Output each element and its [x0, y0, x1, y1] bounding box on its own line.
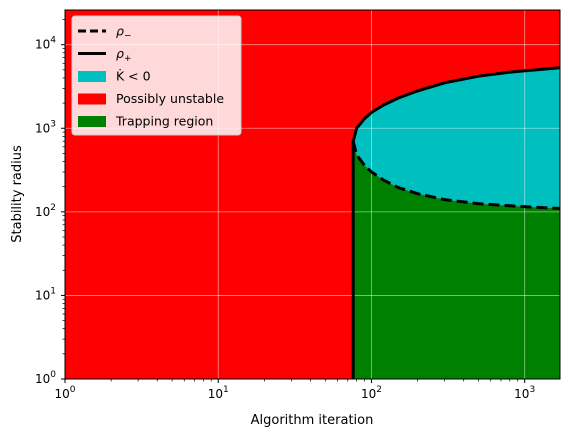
legend-swatch: [78, 116, 106, 127]
legend-box: [71, 15, 242, 136]
k-dot-negative-region: [353, 67, 560, 209]
x-tick-label: 100: [54, 385, 75, 401]
plot-area: [65, 10, 560, 379]
legend-label: K̇ < 0: [116, 69, 151, 84]
y-tick-label: 100: [35, 370, 56, 386]
rho-minus-curve: [351, 140, 560, 210]
trapping-region: [353, 141, 560, 379]
y-tick-label: 104: [35, 36, 56, 52]
legend-label: ρ−: [116, 24, 131, 42]
x-tick-label: 101: [208, 385, 229, 401]
plot-frame: [64, 9, 561, 380]
y-tick-label: 103: [35, 119, 56, 135]
y-tick-label: 101: [35, 286, 56, 302]
x-tick-label: 102: [361, 385, 382, 401]
legend-swatch: [78, 93, 106, 105]
y-axis-label: Stability radius: [10, 145, 25, 243]
y-tick-label: 102: [35, 203, 56, 219]
legend-swatch: [78, 71, 106, 82]
rho-plus-curve: [351, 66, 560, 142]
y-axis: 100 101 102 103 104: [35, 19, 65, 386]
x-axis-label: Algorithm iteration: [251, 413, 374, 428]
legend: ρ− ρ+ K̇ < 0 Possibly unstable Trapping regi…: [71, 15, 242, 136]
x-tick-label: 103: [514, 385, 535, 401]
x-axis: 100 101 102 103: [54, 379, 535, 401]
legend-label: Possibly unstable: [116, 91, 224, 106]
legend-label: Trapping region: [115, 114, 213, 129]
legend-label: ρ+: [116, 46, 131, 64]
